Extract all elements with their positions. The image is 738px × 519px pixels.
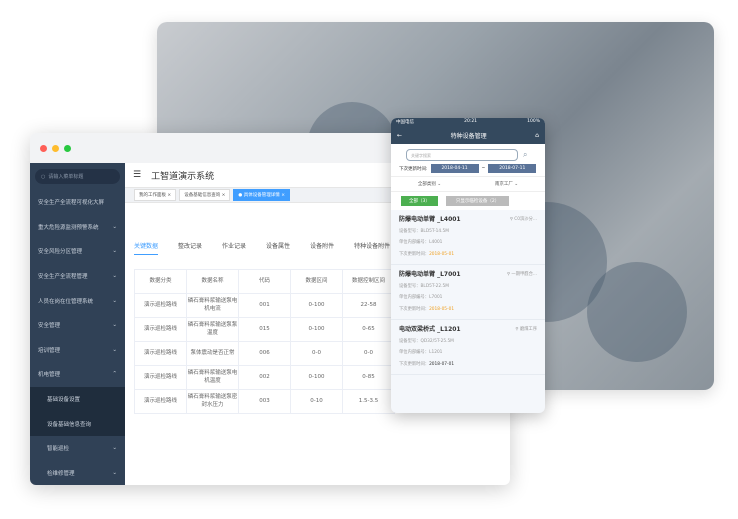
date-from[interactable]: 2018-04-11: [430, 164, 479, 173]
sidebar-item[interactable]: 安全生产全流程可视化大屏: [38, 200, 105, 207]
tab[interactable]: 整改记录: [178, 243, 203, 250]
table-row: 演示巡检路线 磷石膏料浆输送泵密封水压力 003 0-10 1.5-3.5: [134, 389, 395, 414]
column-header: 代码: [238, 269, 291, 294]
column-header: 数据分类: [134, 269, 187, 294]
tag[interactable]: 我的工作面板 ×: [134, 189, 177, 201]
sidebar-item[interactable]: 重大危险源监测预警系统 ⌄: [38, 223, 117, 231]
sidebar-item[interactable]: 培训管理 ⌄: [38, 346, 117, 354]
close-button[interactable]: [40, 144, 47, 152]
factory-filter[interactable]: 南京工厂 ⌄: [494, 182, 519, 187]
column-header: 数据控制区间: [342, 269, 395, 294]
sidebar-subitem[interactable]: 基础设备设置: [30, 386, 125, 412]
location-pin-icon: ⚲: [506, 272, 511, 277]
tab[interactable]: 设备附件: [310, 243, 335, 250]
status-bar: 中国电信 20:21 100%: [391, 118, 545, 127]
category-filter[interactable]: 全部类别 ⌄: [417, 182, 442, 187]
maximize-button[interactable]: [64, 144, 71, 152]
home-icon[interactable]: ⌂: [535, 132, 539, 139]
sidebar-item[interactable]: 人员在岗在位管理系统 ⌄: [38, 297, 117, 305]
hamburger-menu-icon[interactable]: ☰: [133, 170, 142, 180]
due-only-button[interactable]: 只显示临检设备（2）: [445, 196, 510, 206]
location-pin-icon: ⚲: [515, 327, 519, 332]
tab[interactable]: 关键数据: [134, 241, 159, 255]
location-pin-icon: ⚲: [509, 217, 513, 222]
page-title: 工智道演示系统: [151, 171, 215, 182]
equipment-card[interactable]: 防爆电动单臂 _L7001 ⚲ 一期甲醛合... 设备型号：BLD5T-22.5M 单…: [391, 265, 545, 320]
phone-title: 特种设备管理: [450, 133, 487, 140]
sidebar-subitem[interactable]: 智能巡检 ⌄: [47, 445, 117, 453]
menu-search-input[interactable]: ○ 请输入菜单标题: [35, 169, 120, 184]
tag[interactable]: ● 具体设备管理详情 ×: [233, 189, 290, 201]
keyword-search-input[interactable]: 关键字搜索: [406, 149, 518, 161]
table-row: 演示巡检路线 磷石膏料浆输送泵电机电流 001 0-100 22-58: [134, 293, 395, 318]
sidebar: ○ 请输入菜单标题 安全生产全流程可视化大屏重大危险源监测预警系统 ⌄ 安全风险分区管…: [30, 163, 125, 485]
column-header: 数据区间: [290, 269, 343, 294]
tag[interactable]: 设备基础信息查询 ×: [179, 189, 231, 201]
sidebar-subitem[interactable]: 设备基础信息查询: [30, 411, 125, 436]
tab[interactable]: 特种设备附件: [354, 243, 391, 250]
equipment-card[interactable]: 电动双梁桥式 _L1201 ⚲ 磨煤工序 设备型号：QD32/5T-25.5M 单位内…: [391, 320, 545, 375]
tab-bar: 关键数据 整改记录 作业记录 设备属性 设备附件 特种设备附件: [134, 241, 390, 255]
search-icon[interactable]: ⌕: [523, 150, 528, 159]
back-arrow-icon[interactable]: ←: [397, 132, 403, 139]
search-icon: ○: [41, 173, 46, 180]
column-header: 数据名称: [186, 269, 239, 294]
sidebar-subitem[interactable]: 检维修管理 ⌄: [47, 469, 117, 477]
sidebar-item[interactable]: 安全风险分区管理 ⌄: [38, 248, 117, 256]
sidebar-item[interactable]: 机电管理 ⌃: [38, 371, 117, 379]
tab[interactable]: 设备属性: [266, 243, 291, 250]
data-table: 数据分类 数据名称 代码 数据区间 数据控制区间 演示巡检路线 磷石膏料浆输送泵电机电流 00…: [134, 269, 395, 414]
sidebar-item[interactable]: 安全管理 ⌄: [38, 322, 117, 330]
table-row: 演示巡检路线 磷石膏料浆输送泵泵温度 015 0-100 0-65: [134, 317, 395, 342]
all-button[interactable]: 全部（3）: [401, 196, 438, 206]
equipment-card[interactable]: 防爆电动单臂 _L4001 ⚲ C0滨沙分... 设备型号：BLD5T-14.5M 单…: [391, 210, 545, 265]
tab[interactable]: 作业记录: [222, 243, 247, 250]
table-row: 演示巡检路线 磷石膏料浆输送泵电机温度 002 0-100 0-85: [134, 365, 395, 390]
phone-mockup: 中国电信 20:21 100% ← 特种设备管理 ⌂ 关键字搜索 ⌕ 下次更新时间: 201…: [391, 118, 545, 413]
sidebar-item[interactable]: 安全生产全流程管理 ⌄: [38, 273, 117, 281]
date-to[interactable]: 2018-07-11: [488, 164, 537, 173]
table-row: 演示巡检路线 泵体震动是否正常 006 0-0 0-0: [134, 341, 395, 366]
nav-bar: ← 特种设备管理 ⌂: [391, 127, 545, 144]
minimize-button[interactable]: [52, 144, 59, 152]
